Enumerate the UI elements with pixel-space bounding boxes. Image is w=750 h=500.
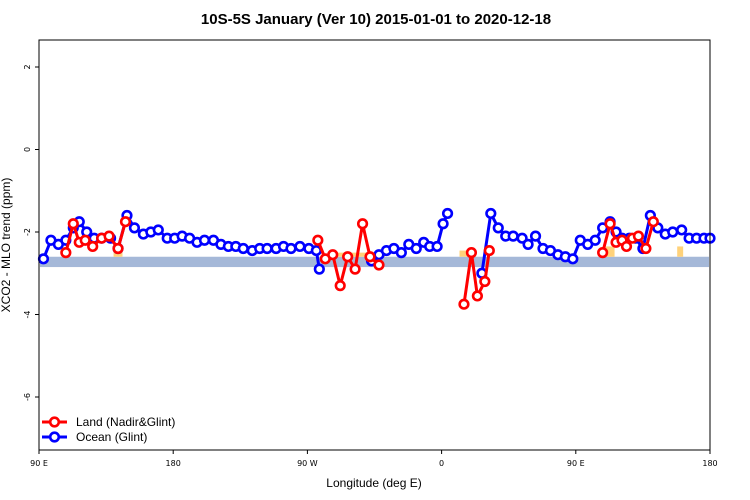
ocean-data-point <box>667 226 679 238</box>
ocean-data-point <box>237 242 249 255</box>
ocean-data-point <box>492 222 504 234</box>
ocean-data-point <box>507 230 519 242</box>
land-data-point <box>597 247 609 259</box>
ocean-data-point <box>37 253 50 265</box>
ocean-data-point <box>285 242 297 255</box>
ocean-data-point <box>128 222 141 234</box>
land-data-point <box>60 247 72 259</box>
land-data-point <box>67 218 79 230</box>
ocean-data-point <box>313 263 325 275</box>
ocean-data-point <box>198 234 211 246</box>
land-data-point <box>632 230 645 242</box>
y-axis-label: XCO2 - MLO trend (ppm) <box>0 178 13 313</box>
y-tick-label: -6 <box>23 393 32 401</box>
chart-title: 10S-5S January (Ver 10) 2015-01-01 to 20… <box>201 11 551 28</box>
ocean-data-point <box>410 242 422 255</box>
land-data-point <box>119 216 132 228</box>
axis-ticks-layer: 90 E 180 90 W 0 90 E 180 2 0 -2 -4 -6 <box>23 64 718 468</box>
legend-marker-ocean <box>48 431 61 443</box>
ocean-data-point <box>152 224 164 236</box>
land-data-point <box>79 234 91 246</box>
x-tick-label: 0 <box>439 459 444 468</box>
legend: Land (Nadir&Glint) Ocean (Glint) <box>42 415 175 444</box>
ocean-data-point <box>567 253 579 265</box>
ocean-data-point <box>676 224 688 236</box>
x-tick-label: 90 E <box>30 459 48 468</box>
ocean-data-point <box>589 234 601 246</box>
land-data-point <box>334 280 346 292</box>
legend-label-land: Land (Nadir&Glint) <box>76 415 175 429</box>
ocean-data-point <box>294 240 306 253</box>
series-layer <box>37 207 716 310</box>
land-data-point <box>112 242 124 255</box>
ocean-data-point <box>437 218 449 230</box>
land-data-point <box>479 275 491 288</box>
y-tick-label: 2 <box>23 64 32 69</box>
y-tick-label: 0 <box>23 147 32 152</box>
land-data-point <box>483 244 495 257</box>
land-data-point <box>620 240 633 253</box>
land-data-point <box>327 249 339 261</box>
x-tick-label: 90 E <box>567 459 585 468</box>
land-data-point <box>604 218 616 230</box>
land-data-point <box>342 251 354 263</box>
land-fill-4 <box>677 246 684 257</box>
x-tick-label: 90 W <box>297 459 318 468</box>
legend-marker-land <box>48 416 61 428</box>
y-tick-label: -4 <box>23 311 32 319</box>
ocean-data-point <box>485 207 497 220</box>
land-data-point <box>640 242 652 255</box>
land-data-point <box>349 263 361 275</box>
land-data-point <box>87 240 99 253</box>
ocean-data-point <box>522 238 534 250</box>
ocean-data-point <box>529 230 542 242</box>
land-data-point <box>103 230 115 242</box>
ocean-data-point <box>395 247 407 259</box>
land-data-point <box>458 298 470 310</box>
land-data-point <box>647 216 659 228</box>
plot-frame <box>38 39 711 451</box>
land-data-point <box>465 247 478 259</box>
land-data-point <box>356 218 369 230</box>
land-data-point <box>364 251 376 263</box>
land-data-point <box>373 259 385 271</box>
land-fill-1 <box>334 252 385 257</box>
ocean-data-point <box>261 242 273 255</box>
ocean-data-point <box>441 207 454 220</box>
x-tick-label: 180 <box>166 459 181 468</box>
ocean-data-point <box>431 240 443 253</box>
land-data-point <box>471 290 483 302</box>
y-tick-label: -2 <box>23 228 32 236</box>
x-tick-label: 180 <box>702 459 717 468</box>
land-data-point <box>312 234 324 246</box>
legend-label-ocean: Ocean (Glint) <box>76 430 147 444</box>
x-axis-label: Longitude (deg E) <box>326 476 421 490</box>
land-fill-3 <box>605 246 615 257</box>
